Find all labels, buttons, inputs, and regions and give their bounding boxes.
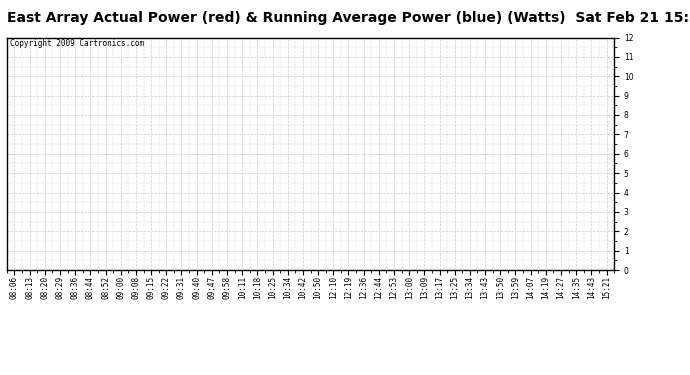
Text: Copyright 2009 Cartronics.com: Copyright 2009 Cartronics.com — [10, 39, 144, 48]
Text: East Array Actual Power (red) & Running Average Power (blue) (Watts)  Sat Feb 21: East Array Actual Power (red) & Running … — [7, 11, 690, 25]
